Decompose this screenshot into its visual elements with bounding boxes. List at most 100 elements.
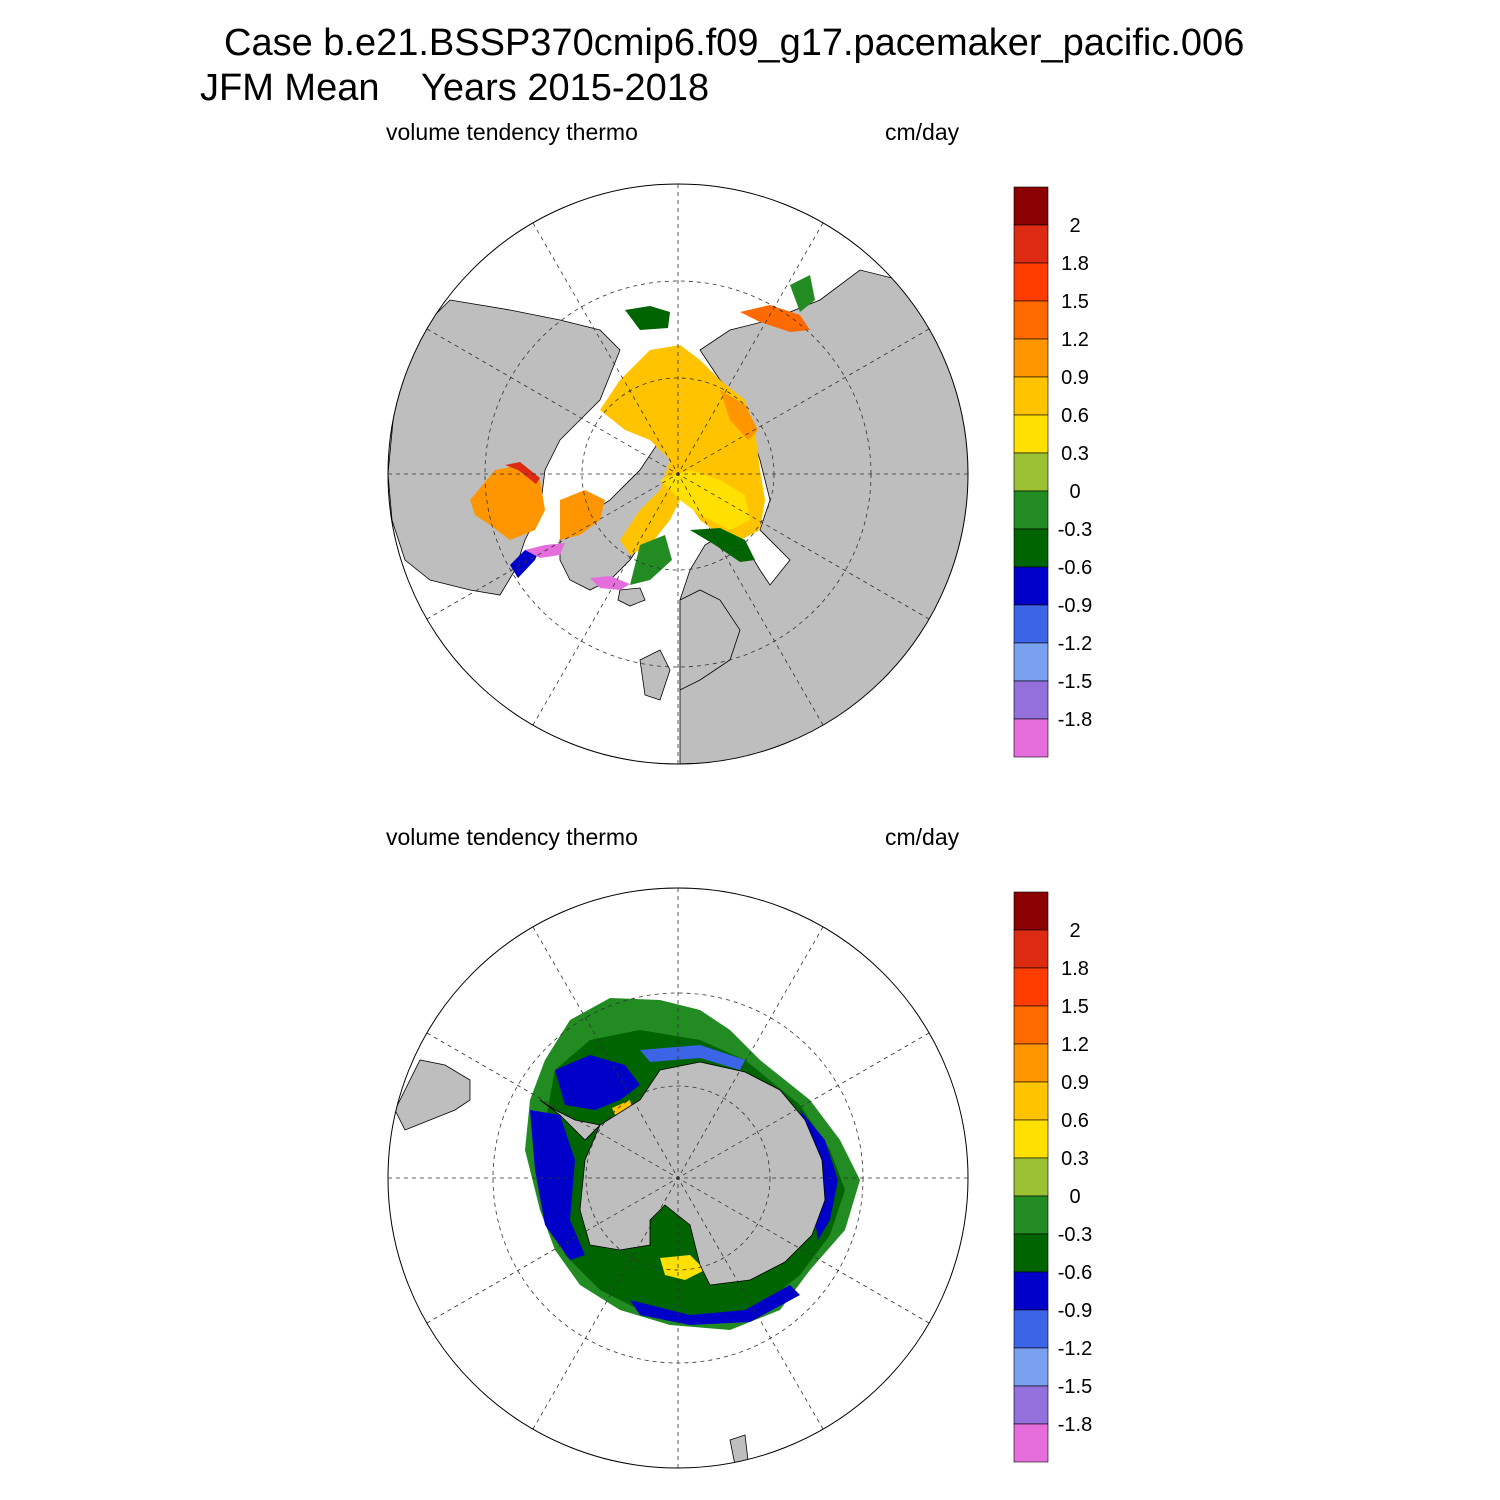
south-meridian-line — [426, 1032, 930, 1324]
north-polar-map — [387, 183, 969, 765]
south-colorbar-tick-label: -1.8 — [1058, 1414, 1092, 1436]
north-colorbar-swatch — [1013, 414, 1049, 454]
north-land-scandinavia — [679, 589, 741, 691]
north-colorbar-tick-label: 1.5 — [1061, 291, 1089, 313]
north-colorbar-swatch — [1013, 452, 1049, 492]
south-latitude-circle-70 — [585, 1085, 771, 1271]
south-colorbar-swatch — [1013, 1005, 1049, 1045]
north-ice-barents-margin — [690, 528, 755, 562]
south-colorbar-swatch — [1013, 1309, 1049, 1349]
south-colorbar-swatch — [1013, 1347, 1049, 1387]
north-colorbar-tick-label: 2 — [1069, 215, 1080, 237]
south-colorbar-tick-label: -0.9 — [1058, 1300, 1092, 1322]
north-ice-bering-sea — [625, 306, 670, 330]
north-colorbar-swatch — [1013, 300, 1049, 340]
south-ice-weddell-blue — [555, 1055, 640, 1110]
north-ice-labrador-blue — [510, 548, 540, 578]
south-colorbar-swatch — [1013, 967, 1049, 1007]
north-colorbar-swatch — [1013, 642, 1049, 682]
south-colorbar-tick-label: -0.6 — [1058, 1262, 1092, 1284]
south-map-content — [394, 998, 860, 1466]
south-colorbar-tick-label: 1.5 — [1061, 996, 1089, 1018]
south-colorbar-swatch — [1013, 1195, 1049, 1235]
north-colorbar-tick-label: -1.2 — [1058, 633, 1092, 655]
north-map-border — [387, 183, 969, 765]
north-colorbar-swatch — [1013, 338, 1049, 378]
north-ice-hudson-bay — [470, 465, 545, 540]
south-colorbar-swatch — [1013, 1081, 1049, 1121]
south-colorbar-tick-label: 1.2 — [1061, 1034, 1089, 1056]
north-land-british-isles — [639, 649, 671, 701]
figure-title-line1: Case b.e21.BSSP370cmip6.f09_g17.pacemake… — [224, 22, 1245, 64]
south-colorbar-tick-label: 2 — [1069, 920, 1080, 942]
north-ice-greenland-sea-margin — [630, 535, 672, 585]
north-colorbar-tick-label: 0.9 — [1061, 367, 1089, 389]
panel-south-units-label: cm/day — [885, 824, 960, 850]
colorbar-south: 2 1.8 1.5 1.2 0.9 0.6 0.3 0 -0.3 -0.6 -0.9 -1.2 -1.5… — [1013, 891, 1092, 1463]
colorbar-north: 2 1.8 1.5 1.2 0.9 0.6 0.3 0 -0.3 -0.6 -0.9 -1.2 -1.5… — [1013, 186, 1092, 758]
south-ice-coastal-light-blue — [640, 1045, 745, 1070]
north-ice-baffin-bay — [560, 490, 605, 540]
south-colorbar-swatch — [1013, 1233, 1049, 1273]
north-colorbar-swatch — [1013, 528, 1049, 568]
south-map-border — [387, 887, 969, 1469]
north-colorbar-tick-label: -1.5 — [1058, 671, 1092, 693]
north-ice-okhotsk-margin — [790, 275, 815, 312]
north-ice-east-greenland-pink — [590, 576, 630, 590]
south-colorbar-swatch — [1013, 1043, 1049, 1083]
north-colorbar-swatch — [1013, 680, 1049, 720]
figure-title-line2: JFM Mean Years 2015-2018 — [200, 67, 710, 109]
north-colorbar-swatch — [1013, 224, 1049, 264]
panel-south-variable-label: volume tendency thermo — [386, 824, 638, 850]
north-ice-central-arctic-thin — [660, 470, 750, 530]
north-land-iceland — [617, 587, 646, 607]
south-colorbar-swatch — [1013, 1119, 1049, 1159]
south-colorbar-tick-label: 0.3 — [1061, 1148, 1089, 1170]
north-graticule — [388, 184, 968, 764]
south-colorbar-tick-label: -1.5 — [1058, 1376, 1092, 1398]
south-colorbar-swatch — [1013, 1271, 1049, 1311]
north-colorbar-tick-label: -0.9 — [1058, 595, 1092, 617]
north-colorbar-tick-label: 1.8 — [1061, 253, 1089, 275]
north-colorbar-swatch — [1013, 186, 1049, 226]
south-colorbar-tick-label: -1.2 — [1058, 1338, 1092, 1360]
south-colorbar-swatch — [1013, 891, 1049, 931]
panel-north-units-label: cm/day — [885, 119, 960, 145]
south-colorbar-swatch — [1013, 1157, 1049, 1197]
north-colorbar-tick-label: -0.3 — [1058, 519, 1092, 541]
south-land-antarctica — [579, 1061, 826, 1286]
north-land-north-america — [388, 299, 621, 596]
south-ice-west-blue — [530, 1110, 585, 1260]
north-ice-hudson-bay-edge — [505, 462, 540, 484]
south-land-antarctic-peninsula — [539, 1099, 601, 1141]
north-colorbar-tick-label: 1.2 — [1061, 329, 1089, 351]
north-colorbar-swatch — [1013, 376, 1049, 416]
south-colorbar-tick-label: 1.8 — [1061, 958, 1089, 980]
north-map-content — [388, 269, 968, 764]
south-colorbar-swatch — [1013, 929, 1049, 969]
north-colorbar-tick-label: 0.6 — [1061, 405, 1089, 427]
south-colorbar-swatch — [1013, 1423, 1049, 1463]
north-colorbar-swatch — [1013, 262, 1049, 302]
panel-north-variable-label: volume tendency thermo — [386, 119, 638, 145]
north-colorbar-tick-label: 0.3 — [1061, 443, 1089, 465]
south-colorbar-swatch — [1013, 1385, 1049, 1425]
south-colorbar-tick-label: 0.6 — [1061, 1110, 1089, 1132]
north-ice-east-siberian — [720, 390, 758, 440]
north-colorbar-swatch — [1013, 604, 1049, 644]
south-land-south-america — [394, 1059, 471, 1131]
south-polar-map — [387, 887, 969, 1469]
north-colorbar-swatch — [1013, 718, 1049, 758]
north-colorbar-tick-label: 0 — [1069, 481, 1080, 503]
south-graticule — [388, 888, 968, 1468]
north-ice-okhotsk-sea — [740, 305, 810, 332]
north-colorbar-swatch — [1013, 490, 1049, 530]
north-colorbar-tick-label: -1.8 — [1058, 709, 1092, 731]
south-colorbar-tick-label: -0.3 — [1058, 1224, 1092, 1246]
south-colorbar-tick-label: 0.9 — [1061, 1072, 1089, 1094]
south-colorbar-tick-label: 0 — [1069, 1186, 1080, 1208]
south-ice-ross-yellow — [660, 1255, 705, 1280]
north-meridian-line — [426, 328, 930, 620]
north-colorbar-tick-label: -0.6 — [1058, 557, 1092, 579]
